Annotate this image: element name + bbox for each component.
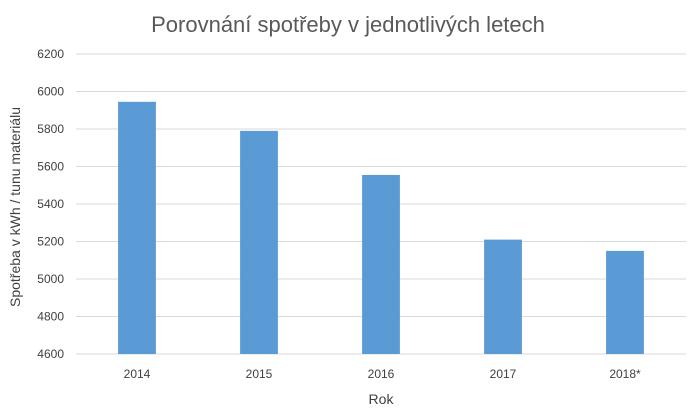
y-tick-label: 4600: [37, 347, 64, 361]
x-tick-label: 2018*: [609, 367, 641, 381]
bar-2018-star: [606, 250, 644, 354]
x-tick-label: 2014: [124, 367, 151, 381]
bar-2014: [118, 101, 156, 354]
x-axis-ticks: 2014 2015 2016 2017 2018*: [124, 367, 641, 381]
y-tick-label: 6200: [37, 47, 64, 61]
bar-2016: [362, 174, 400, 354]
bar-2015: [240, 130, 278, 354]
bars: [118, 101, 644, 354]
x-tick-label: 2016: [368, 367, 395, 381]
bar-2017: [484, 239, 522, 354]
y-tick-label: 5800: [37, 122, 64, 136]
y-tick-label: 5600: [37, 160, 64, 174]
y-tick-label: 5000: [37, 272, 64, 286]
chart-title: Porovnání spotřeby v jednotlivých letech: [151, 12, 545, 37]
y-tick-label: 5200: [37, 235, 64, 249]
y-axis-title: Spotřeba v kWh / tunu materiálu: [7, 107, 23, 307]
y-tick-label: 5400: [37, 197, 64, 211]
x-axis-title: Rok: [369, 391, 395, 407]
y-axis-ticks: 4600 4800 5000 5200 5400 5600 5800 6000 6200: [37, 47, 64, 361]
x-tick-label: 2017: [490, 367, 517, 381]
y-tick-label: 4800: [37, 310, 64, 324]
y-tick-label: 6000: [37, 85, 64, 99]
x-tick-label: 2015: [246, 367, 273, 381]
